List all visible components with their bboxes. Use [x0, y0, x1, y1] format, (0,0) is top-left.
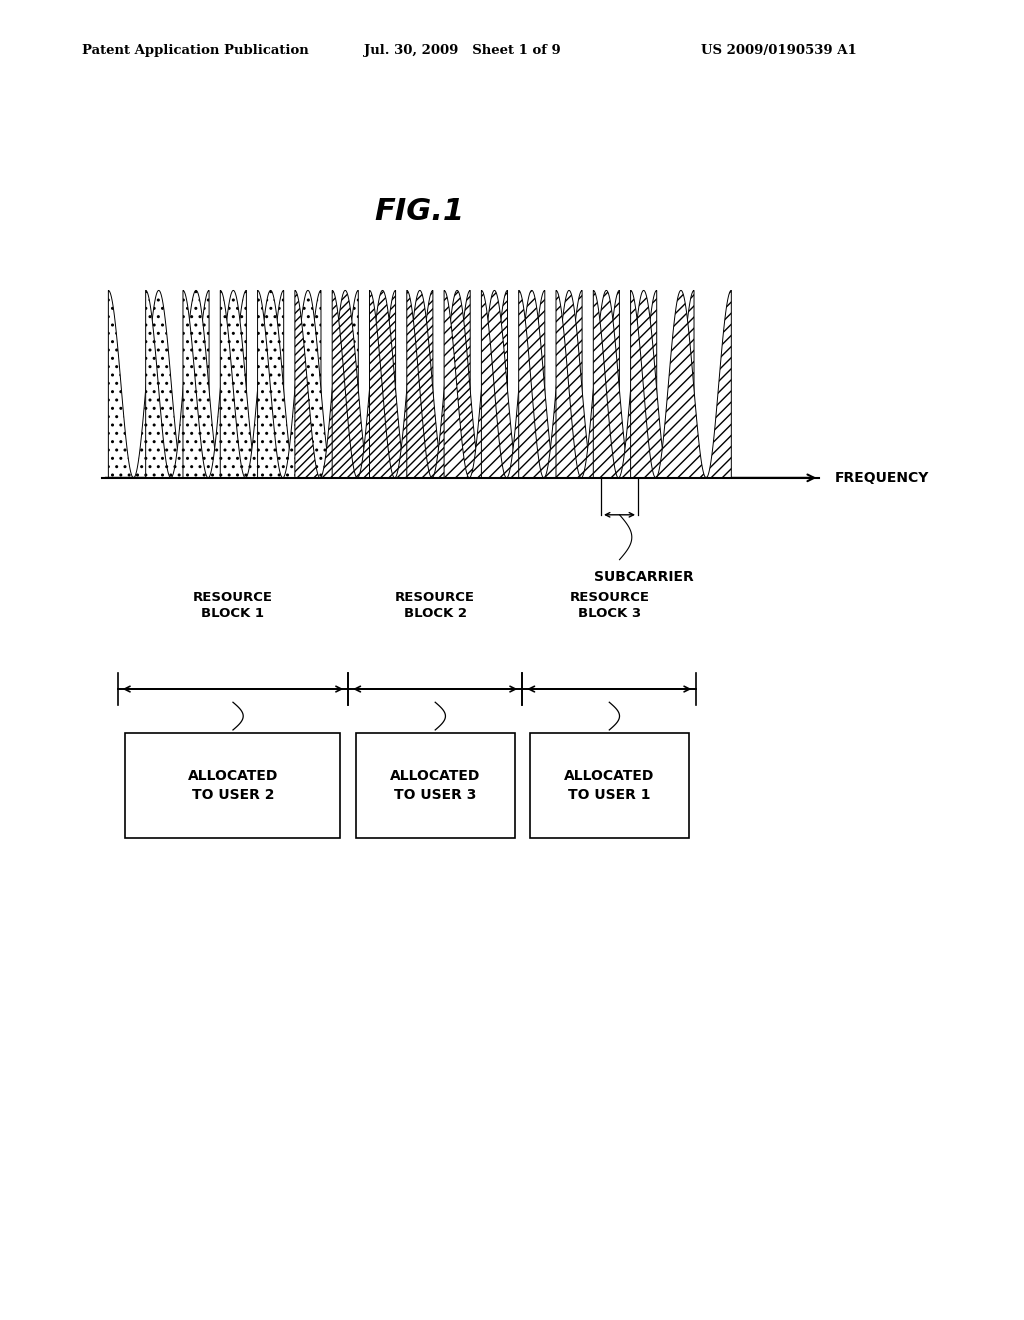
Polygon shape	[258, 290, 358, 478]
Polygon shape	[444, 290, 545, 478]
Text: RESOURCE
BLOCK 1: RESOURCE BLOCK 1	[193, 591, 273, 620]
Polygon shape	[295, 290, 395, 478]
Polygon shape	[481, 290, 582, 478]
Text: SUBCARRIER: SUBCARRIER	[594, 570, 693, 585]
Text: ALLOCATED
TO USER 2: ALLOCATED TO USER 2	[187, 770, 279, 801]
Text: RESOURCE
BLOCK 2: RESOURCE BLOCK 2	[395, 591, 475, 620]
Polygon shape	[556, 290, 656, 478]
Polygon shape	[109, 290, 209, 478]
Polygon shape	[370, 290, 470, 478]
Text: RESOURCE
BLOCK 3: RESOURCE BLOCK 3	[569, 591, 649, 620]
Text: FIG.1: FIG.1	[375, 197, 465, 226]
Polygon shape	[332, 290, 433, 478]
Text: US 2009/0190539 A1: US 2009/0190539 A1	[701, 44, 857, 57]
Polygon shape	[145, 290, 247, 478]
Polygon shape	[519, 290, 620, 478]
Text: FREQUENCY: FREQUENCY	[835, 471, 929, 484]
Bar	[530, 733, 688, 838]
Polygon shape	[593, 290, 694, 478]
Polygon shape	[220, 290, 321, 478]
Bar	[356, 733, 514, 838]
Polygon shape	[183, 290, 284, 478]
Text: Jul. 30, 2009   Sheet 1 of 9: Jul. 30, 2009 Sheet 1 of 9	[364, 44, 560, 57]
Bar	[125, 733, 340, 838]
Text: ALLOCATED
TO USER 1: ALLOCATED TO USER 1	[564, 770, 654, 801]
Polygon shape	[407, 290, 508, 478]
Polygon shape	[631, 290, 731, 478]
Text: Patent Application Publication: Patent Application Publication	[82, 44, 308, 57]
Text: ALLOCATED
TO USER 3: ALLOCATED TO USER 3	[390, 770, 480, 801]
